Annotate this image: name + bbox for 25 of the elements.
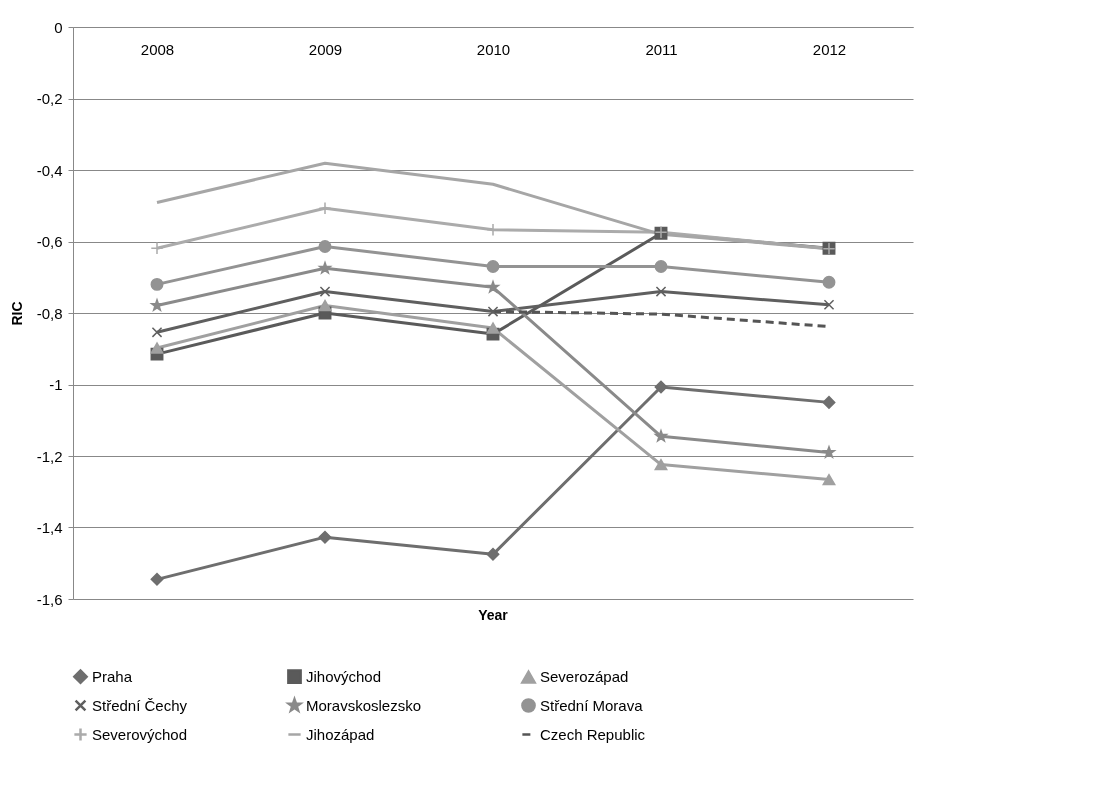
legend-label: Jihozápad — [306, 725, 375, 743]
legend-label: Praha — [92, 667, 133, 685]
legend-label: Střední Čechy — [92, 696, 188, 714]
x-axis-title: Year — [478, 607, 509, 623]
legend-label: Czech Republic — [540, 725, 646, 743]
y-tick-label: -0,2 — [36, 90, 63, 107]
y-tick-label: -1,6 — [36, 590, 63, 608]
legend-label: Severovýchod — [92, 725, 188, 743]
y-tick-label: -0,8 — [36, 304, 63, 322]
y-tick-label: -1,4 — [36, 519, 63, 536]
legend-label: Jihovýchod — [306, 667, 382, 685]
y-axis-title: RIC — [8, 301, 25, 326]
y-tick-label: -0,6 — [36, 233, 63, 250]
x-tick-label: 2011 — [645, 40, 678, 58]
x-tick-label: 2010 — [476, 40, 511, 58]
legend-label: Severozápad — [540, 668, 629, 686]
legend-label: Střední Morava — [540, 696, 644, 714]
y-tick-label: -1,2 — [36, 447, 63, 465]
x-tick-label: 2012 — [812, 40, 847, 58]
x-tick-label: 2009 — [308, 40, 343, 58]
y-tick-label: -0,4 — [36, 161, 63, 179]
legend-label: Moravskoslezsko — [306, 696, 422, 714]
y-tick-label: 0 — [54, 18, 63, 36]
y-tick-label: -1 — [49, 376, 63, 393]
x-tick-label: 2008 — [140, 40, 175, 58]
